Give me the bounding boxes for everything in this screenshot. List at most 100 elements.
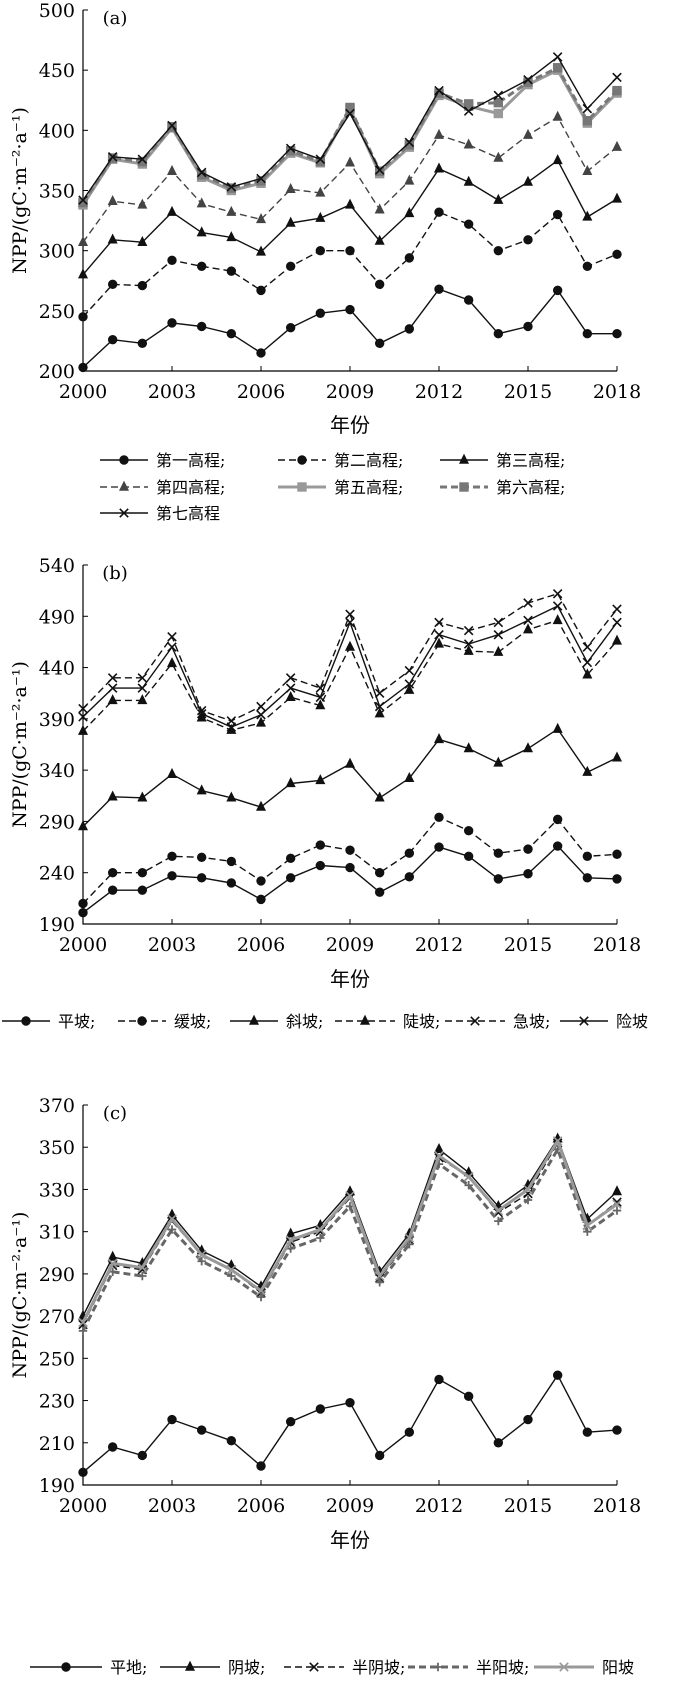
data-point <box>285 261 296 272</box>
data-point <box>374 791 385 802</box>
y-tick-label: 490 <box>39 606 75 628</box>
x-tick-label: 2006 <box>237 381 285 403</box>
data-point <box>374 165 385 175</box>
legend-label: 斜坡; <box>286 1012 323 1031</box>
y-tick-label: 340 <box>39 760 75 782</box>
legend-item: 平地; <box>30 1658 147 1677</box>
x-axis-label: 年份 <box>330 1528 370 1552</box>
data-point <box>315 774 326 785</box>
data-point <box>107 885 118 895</box>
data-point <box>78 1467 88 1478</box>
data-point <box>285 216 296 227</box>
data-point <box>345 1191 355 1201</box>
x-axis-label: 年份 <box>330 413 370 437</box>
data-point <box>226 231 237 242</box>
data-point <box>463 639 474 649</box>
data-point <box>107 1258 118 1269</box>
data-point <box>196 873 207 883</box>
x-tick-label: 2015 <box>504 381 552 403</box>
data-point <box>255 245 267 256</box>
data-point <box>138 1271 147 1281</box>
panel-label: (b) <box>102 563 128 584</box>
y-tick-label: 450 <box>39 60 75 82</box>
data-point <box>552 285 563 296</box>
chart-c-svg: 190 210 230 250 270 290 310 330 350 370 2000 2003 20… <box>9 1095 641 1677</box>
data-point <box>345 102 355 113</box>
series-2 <box>78 812 622 909</box>
data-point <box>374 166 385 176</box>
data-point <box>582 873 593 883</box>
legend-marker <box>470 1016 480 1026</box>
data-point <box>552 614 563 625</box>
legend-marker <box>459 482 469 492</box>
series-line <box>81 1139 618 1324</box>
data-point <box>404 253 415 263</box>
data-point <box>137 885 148 895</box>
data-point <box>374 338 385 349</box>
data-point <box>344 156 356 167</box>
data-point <box>78 908 88 918</box>
y-tick-label: 500 <box>39 0 75 22</box>
data-point <box>167 1214 177 1224</box>
data-point <box>374 887 385 897</box>
y-tick-label: 210 <box>39 1433 75 1455</box>
data-point <box>522 128 534 139</box>
data-point <box>404 324 415 334</box>
data-point <box>463 138 474 149</box>
y-tick-label: 370 <box>39 1095 75 1117</box>
data-point <box>77 268 89 279</box>
series-line <box>82 816 618 904</box>
data-point <box>285 673 296 683</box>
series-1 <box>78 284 622 373</box>
data-point <box>463 175 474 186</box>
data-point <box>375 1278 384 1287</box>
data-point <box>77 820 89 831</box>
data-point <box>285 873 296 883</box>
chart-b-svg: 190 240 290 340 390 440 490 540 2000 2003 2006 2009… <box>2 555 648 1031</box>
data-point <box>552 722 563 733</box>
data-point <box>404 872 415 882</box>
data-point <box>612 249 622 259</box>
data-point <box>611 634 623 645</box>
data-point <box>522 742 534 753</box>
data-point <box>493 328 504 339</box>
data-point <box>552 63 563 73</box>
data-point <box>167 851 177 862</box>
data-point <box>345 304 355 315</box>
data-point <box>315 840 326 850</box>
y-tick-label: 200 <box>39 361 75 383</box>
legend-label: 第一高程; <box>156 451 225 470</box>
data-point <box>255 716 267 727</box>
y-tick-label: 270 <box>39 1306 75 1328</box>
data-point <box>433 128 445 139</box>
data-point <box>196 784 207 795</box>
data-point <box>256 1292 266 1302</box>
legend-item: 陡坡; <box>335 1012 440 1031</box>
data-point <box>107 279 118 290</box>
data-point <box>107 1250 118 1261</box>
legend-item: 急坡; <box>445 1012 550 1031</box>
data-point <box>523 321 533 332</box>
y-axis-label: NPP/(gC·m⁻²·a⁻¹) <box>9 1212 31 1379</box>
series-2 <box>77 1132 623 1320</box>
data-point <box>345 108 355 119</box>
data-point <box>196 1250 207 1260</box>
data-point <box>285 853 296 864</box>
data-point <box>493 193 504 204</box>
data-point <box>463 219 474 229</box>
y-tick-label: 310 <box>39 1222 75 1244</box>
data-point <box>374 1450 385 1461</box>
data-point <box>256 701 266 712</box>
data-point <box>78 312 88 322</box>
panel-label: (c) <box>103 1103 127 1124</box>
legend-marker <box>359 1014 371 1025</box>
data-point <box>345 845 355 855</box>
data-point <box>226 266 237 276</box>
data-point <box>612 604 622 614</box>
legend-label: 急坡; <box>513 1012 550 1031</box>
chart-panel-b: 190 240 290 340 390 440 490 540 2000 2003 2006 2009… <box>0 555 700 1075</box>
data-point <box>137 1450 148 1461</box>
series-line <box>82 593 618 722</box>
data-point <box>285 322 296 333</box>
data-point <box>344 198 356 209</box>
